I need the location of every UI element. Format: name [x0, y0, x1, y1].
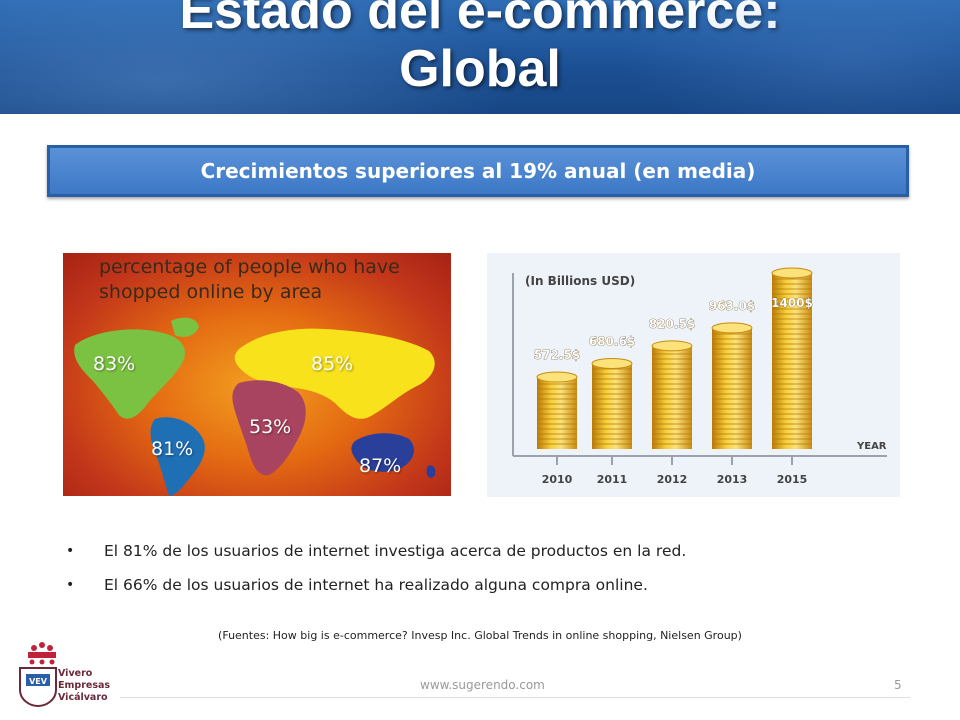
- logo-line: Vicálvaro: [58, 692, 108, 703]
- bullet-text: El 81% de los usuarios de internet inves…: [104, 542, 687, 560]
- footer-url-link[interactable]: www.sugerendo.com: [420, 678, 545, 692]
- coin-top-2010: [536, 371, 578, 383]
- new-zealand-shape: [426, 465, 436, 478]
- bullet-list: • El 81% de los usuarios de internet inve…: [64, 534, 686, 602]
- logo-line: Vivero: [58, 668, 93, 679]
- bullet-dot-icon: •: [66, 543, 75, 559]
- footer-divider: [120, 697, 910, 698]
- africa-shape: [232, 380, 306, 476]
- value-label-2012: 820.5$: [649, 317, 695, 331]
- coin-bar-2012: [652, 345, 692, 449]
- coin-bar-2013: [712, 327, 752, 449]
- chart-unit-label: (In Billions USD): [525, 274, 635, 288]
- x-tick-label-2013: 2013: [717, 473, 748, 486]
- eurasia-shape: [234, 328, 435, 419]
- ecommerce-growth-chart: (In Billions USD) YEAR 572.5$ 2010 680.6$ 2…: [487, 253, 900, 497]
- pct-africa: 53%: [249, 416, 292, 438]
- value-label-2010: 572.5$: [534, 348, 580, 362]
- subtitle-banner: Crecimientos superiores al 19% anual (en…: [47, 145, 909, 197]
- logo-text: Vivero Empresas Vicálvaro: [58, 668, 110, 704]
- coin-top-2011: [591, 357, 633, 369]
- subtitle-text: Crecimientos superiores al 19% anual (en…: [200, 159, 756, 183]
- value-label-2011: 680.6$: [589, 334, 635, 348]
- coin-top-2013: [711, 322, 753, 334]
- oceania-shape: [351, 433, 414, 472]
- value-label-2015: 1400$: [771, 296, 813, 310]
- slide-title: Estado del e-commerce: Global: [0, 0, 960, 98]
- sources-note: (Fuentes: How big is e-commerce? Invesp …: [218, 629, 742, 642]
- chart-svg: (In Billions USD) YEAR 572.5$ 2010 680.6$ 2…: [512, 267, 887, 486]
- greenland-shape: [171, 317, 199, 337]
- coin-bar-2011: [592, 363, 632, 449]
- value-label-2013: 963.0$: [709, 299, 755, 313]
- map-heading-line-2: shopped online by area: [99, 281, 323, 303]
- south-america-shape: [150, 417, 205, 496]
- chart-x-axis-label: YEAR: [856, 441, 887, 452]
- bullet-item: • El 66% de los usuarios de internet ha r…: [64, 568, 686, 602]
- bullet-item: • El 81% de los usuarios de internet inve…: [64, 534, 686, 568]
- coin-bar-2010: [537, 377, 577, 449]
- pct-eurasia: 85%: [311, 353, 354, 375]
- logo-line: Empresas: [58, 680, 111, 691]
- world-map-image: percentage of people who have shopped on…: [63, 253, 451, 496]
- coin-bar-2015: [772, 273, 812, 449]
- map-heading-line-1: percentage of people who have: [99, 256, 400, 278]
- logo-badge: VEV: [29, 677, 48, 686]
- pct-north-america: 83%: [93, 353, 136, 375]
- coin-top-2012: [651, 340, 693, 352]
- page-number: 5: [894, 678, 902, 692]
- bullet-dot-icon: •: [66, 577, 75, 593]
- slide-header: Estado del e-commerce: Global: [0, 0, 960, 114]
- chart-bars: 572.5$ 2010 680.6$ 2011 820.5$ 2012 963.0$ 2013…: [534, 267, 813, 486]
- pct-oceania: 87%: [359, 455, 402, 477]
- coin-top-2015: [771, 267, 813, 279]
- vev-logo: VEV: [19, 642, 57, 708]
- world-map-drawing: [74, 317, 436, 496]
- x-tick-label-2015: 2015: [777, 473, 808, 486]
- title-line-2: Global: [399, 40, 561, 98]
- title-line-1: Estado del e-commerce:: [179, 0, 781, 40]
- map-heading: percentage of people who have shopped on…: [99, 255, 449, 305]
- x-tick-label-2010: 2010: [542, 473, 573, 486]
- x-tick-label-2012: 2012: [657, 473, 688, 486]
- x-tick-label-2011: 2011: [597, 473, 628, 486]
- north-america-shape: [74, 329, 185, 419]
- bullet-text: El 66% de los usuarios de internet ha re…: [104, 576, 648, 594]
- pct-south-america: 81%: [151, 438, 194, 460]
